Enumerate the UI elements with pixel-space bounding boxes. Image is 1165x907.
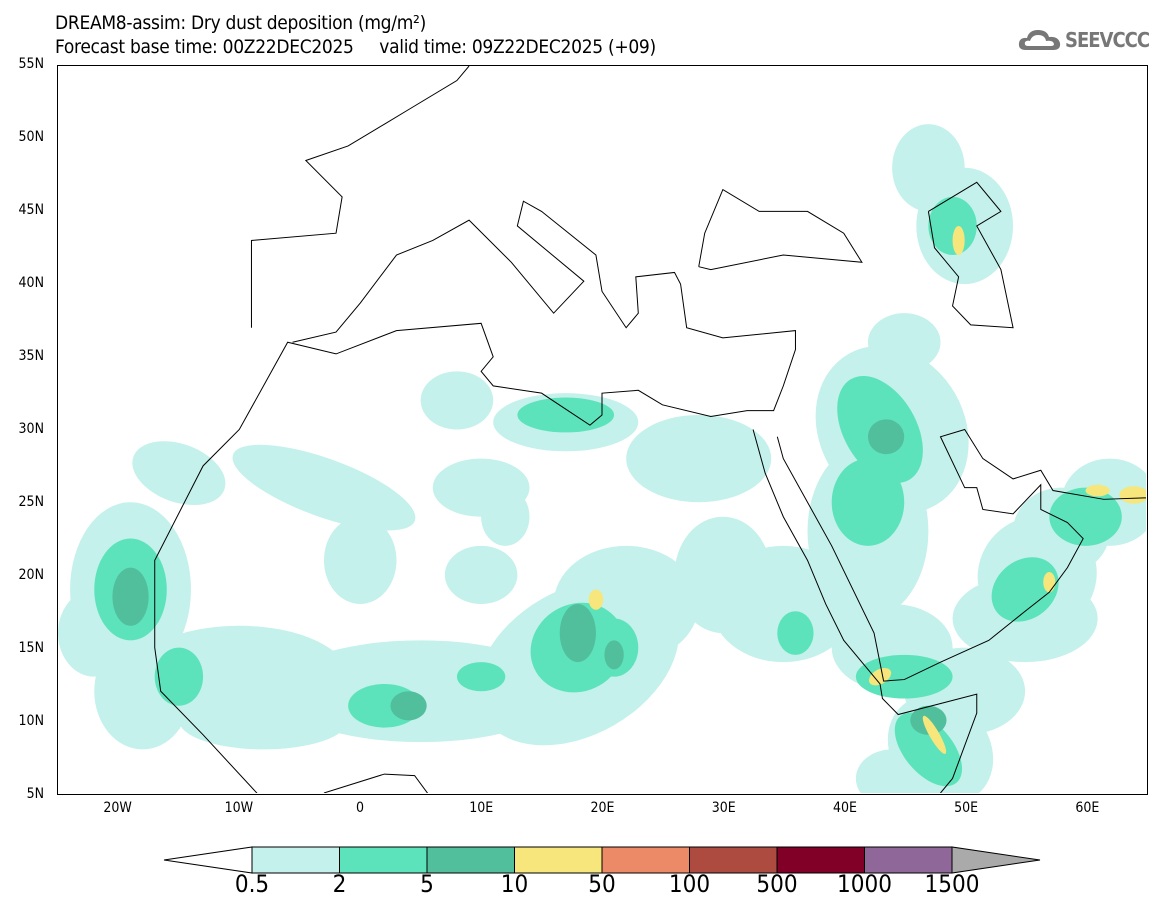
lat-label: 10N	[18, 713, 44, 729]
colorbar-label: 5	[420, 870, 434, 898]
colorbar-swatch	[601, 846, 690, 874]
dust-contour-level-0.5	[867, 313, 941, 372]
dust-contour-level-2	[1049, 487, 1122, 546]
lat-label: 20N	[18, 567, 44, 583]
dust-contour-level-2	[777, 611, 814, 655]
lat-label: 5N	[26, 786, 44, 802]
colorbar-label: 50	[588, 870, 616, 898]
coastline	[698, 188, 863, 271]
dust-contour-level-2	[517, 397, 615, 433]
colorbar-label: 1000	[837, 870, 892, 898]
lat-label: 35N	[18, 348, 44, 364]
colorbar-label: 100	[668, 870, 711, 898]
colorbar-swatch	[689, 846, 778, 874]
lat-label: 30N	[18, 421, 44, 437]
dust-contour-level-0.5	[674, 516, 772, 634]
lon-label: 10E	[469, 800, 494, 816]
dust-contour-level-5	[559, 603, 596, 663]
dust-contour-level-5	[867, 419, 905, 455]
chart-title: DREAM8-assim: Dry dust deposition (mg/m²…	[55, 12, 426, 34]
lat-label: 55N	[18, 56, 44, 72]
lon-label: 20W	[103, 800, 132, 816]
dust-contour-level-0.5	[132, 441, 226, 506]
colorbar-label: 0.5	[234, 870, 270, 898]
colorbar	[163, 846, 1041, 874]
logo-text: SEEVCCC	[1065, 28, 1150, 52]
dust-contour-level-5	[112, 567, 149, 626]
seevccc-logo: SEEVCCC	[1018, 28, 1150, 52]
coastline	[927, 181, 1014, 329]
lat-label: 25N	[18, 494, 44, 510]
lon-label: 40E	[832, 800, 857, 816]
coastline	[776, 428, 1147, 682]
colorbar-swatch	[251, 846, 340, 874]
dust-contour-level-0.5	[323, 516, 397, 604]
coastline	[323, 773, 434, 801]
lon-label: 60E	[1075, 800, 1100, 816]
dust-contour-level-2	[831, 458, 905, 546]
lon-label: 0	[356, 800, 365, 816]
dust-contour-level-10	[1043, 571, 1056, 593]
lon-label: 20E	[590, 800, 615, 816]
cloud-icon	[1018, 30, 1061, 50]
dust-contour-level-10	[588, 589, 604, 610]
dust-contour-level-0.5	[481, 487, 530, 546]
lon-label: 30E	[711, 800, 736, 816]
dust-contour-level-2	[855, 654, 953, 699]
dust-contour-level-5	[390, 691, 427, 721]
dust-contour-level-0.5	[232, 444, 416, 531]
colorbar-label: 10	[500, 870, 529, 898]
colorbar-swatch	[339, 846, 428, 874]
coastline	[154, 200, 796, 801]
dust-deposition-fields	[58, 124, 1159, 808]
dust-contour-level-0.5	[892, 124, 965, 212]
dust-contour-level-0.5	[626, 414, 772, 503]
lat-label: 15N	[18, 640, 44, 656]
lat-label: 45N	[18, 202, 44, 218]
dust-contour-level-2	[154, 647, 204, 706]
coastline	[250, 65, 470, 328]
dust-contour-level-5	[604, 640, 624, 670]
lon-label: 50E	[954, 800, 979, 816]
dust-contour-level-10	[952, 225, 965, 256]
lon-label: 10W	[224, 800, 254, 816]
dust-contour-level-0.5	[420, 371, 494, 430]
dust-contour-level-0.5	[444, 545, 518, 604]
lat-label: 40N	[18, 275, 44, 291]
dust-contour-level-2	[894, 712, 963, 787]
lat-label: 50N	[18, 129, 44, 145]
colorbar-label: 2	[332, 870, 347, 898]
chart-subtitle-times: Forecast base time: 00Z22DEC2025 valid t…	[55, 36, 656, 58]
dust-contour-level-2	[991, 557, 1059, 622]
coastline	[752, 429, 978, 794]
colorbar-swatch	[776, 846, 865, 874]
colorbar-label: 1500	[924, 870, 980, 898]
dust-contour-level-2	[456, 662, 506, 692]
colorbar-over-arrow	[951, 846, 1041, 874]
colorbar-label: 500	[756, 870, 798, 898]
dust-contour-level-10	[922, 715, 947, 754]
coastlines	[154, 65, 1147, 801]
map-plot-area	[57, 65, 1159, 808]
dust-contour-level-2	[928, 196, 977, 256]
dust-contour-level-10	[1085, 484, 1110, 497]
dust-contour-level-10	[1119, 486, 1149, 504]
